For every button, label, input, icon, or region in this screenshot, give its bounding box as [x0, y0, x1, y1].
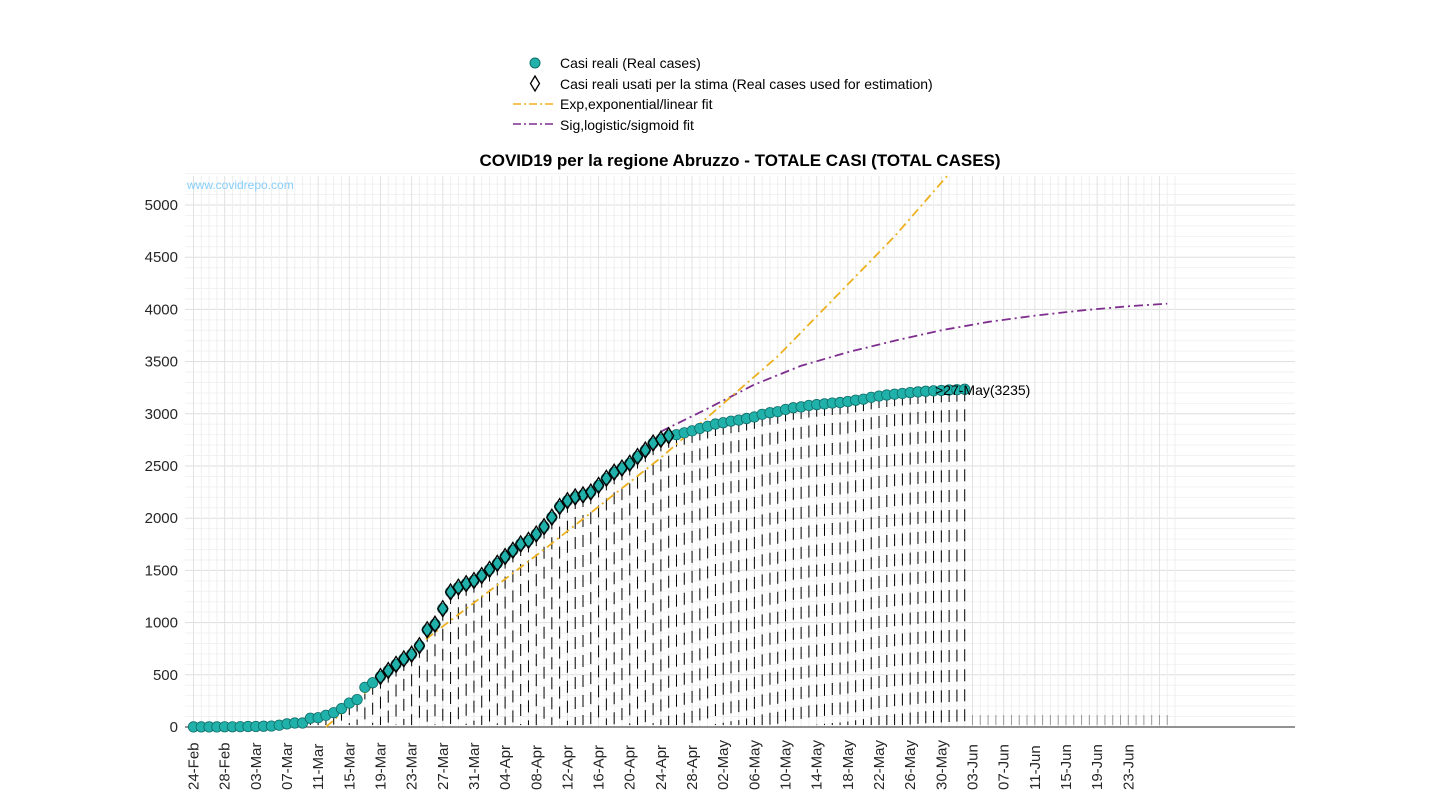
y-tick-label: 3500 [145, 354, 178, 371]
estimation-point [413, 636, 426, 656]
real-case-point [413, 640, 426, 652]
y-tick-label: 2000 [145, 510, 178, 527]
x-tick-label: 11-Mar [310, 744, 327, 790]
real-case-point [959, 383, 971, 395]
y-tick-label: 3000 [145, 406, 178, 423]
legend-diamond-marker [529, 74, 541, 93]
estimation-point [600, 469, 613, 488]
stem-layer [193, 389, 1168, 727]
estimation-point [429, 615, 441, 634]
sigmoid-fit-line [660, 302, 1168, 433]
x-tick-label: 24-Apr [653, 745, 670, 790]
x-tick-label: 28-Feb [217, 742, 234, 790]
estimation-point [437, 599, 449, 618]
x-tick-label: 31-Mar [466, 742, 483, 790]
x-tick-label: 14-May [809, 739, 826, 790]
estimation-point [444, 582, 457, 602]
x-tick-label: 19-Jun [1089, 744, 1106, 790]
x-tick-label: 07-Jun [996, 744, 1013, 790]
real-case-point [335, 703, 348, 715]
legend-item-real: Casi reali (Real cases) [529, 55, 701, 71]
legend-label-real: Casi reali (Real cases) [560, 55, 701, 71]
y-tick-label: 4500 [145, 249, 178, 266]
x-tick-label: 03-Jun [965, 744, 982, 790]
x-tick-label: 26-May [902, 739, 919, 790]
estimation-point [382, 661, 395, 680]
estimation-point [530, 524, 543, 544]
x-tick-label: 18-May [840, 739, 857, 790]
x-tick-label: 08-Apr [528, 745, 545, 790]
real-case-point [546, 511, 558, 523]
estimation-point [491, 554, 504, 573]
estimation-point [468, 571, 480, 590]
watermark: www.covidrepo.com [186, 178, 294, 192]
y-tick-label: 2500 [145, 458, 178, 475]
x-tick-label: 28-Apr [684, 745, 701, 790]
x-tick-label: 07-Mar [279, 742, 296, 790]
legend-item-exp-fit: Exp,exponential/linear fit [513, 96, 713, 112]
real-case-point [437, 603, 449, 615]
legend-item-estimation: Casi reali usati per la stima (Real case… [529, 74, 933, 93]
x-tick-label: 06-May [746, 739, 763, 790]
legend-item-sig-fit: Sig,logistic/sigmoid fit [513, 117, 694, 133]
estimation-point [592, 476, 605, 495]
x-tick-label: 12-Apr [559, 745, 576, 790]
label-layer: 0 500 1000 1500 2000 2500 3000 3500 4000 4500 5000… [145, 197, 1138, 790]
estimation-point [631, 447, 644, 466]
estimation-point [475, 566, 488, 585]
estimation-point [553, 497, 566, 516]
estimation-point [623, 454, 636, 473]
legend-circle-marker [529, 57, 541, 69]
x-tick-label: 03-Mar [248, 742, 265, 790]
estimation-point [483, 560, 496, 579]
y-tick-label: 1500 [145, 562, 178, 579]
x-tick-label: 04-Apr [497, 745, 514, 790]
y-tick-label: 1000 [145, 615, 178, 632]
last-value-annotation: >27-May(3235) [935, 382, 1030, 398]
x-tick-label: 15-Mar [341, 742, 358, 790]
estimation-point [639, 440, 652, 460]
estimation-point [507, 541, 519, 560]
x-tick-label: 19-Mar [372, 742, 389, 790]
real-case-point [367, 677, 379, 689]
x-tick-label: 16-Apr [591, 745, 608, 790]
estimation-point [390, 655, 402, 674]
estimation-point [662, 426, 675, 445]
x-tick-label: 15-Jun [1058, 744, 1075, 790]
x-tick-label: 02-May [715, 739, 732, 790]
y-tick-label: 0 [170, 719, 178, 736]
estimation-point [405, 645, 418, 664]
estimation-point [499, 547, 511, 566]
estimation-point [538, 517, 550, 536]
estimation-point [421, 620, 433, 640]
real-case-point [351, 693, 363, 706]
x-tick-label: 10-May [778, 739, 795, 790]
estimation-point [546, 508, 558, 527]
y-tick-label: 5000 [145, 197, 178, 214]
legend-label-exp: Exp,exponential/linear fit [560, 96, 713, 112]
x-tick-label: 20-Apr [622, 745, 639, 790]
x-tick-label: 27-Mar [435, 742, 452, 790]
estimation-point [585, 482, 597, 502]
real-case-point [538, 521, 550, 533]
x-tick-label: 22-May [871, 739, 888, 790]
y-tick-label: 4000 [145, 301, 178, 318]
estimation-point [522, 531, 535, 550]
x-tick-label: 23-Mar [404, 742, 421, 790]
x-tick-label: 23-Jun [1120, 744, 1137, 790]
legend-label-sig: Sig,logistic/sigmoid fit [560, 117, 694, 133]
y-tick-label: 500 [153, 667, 178, 684]
chart-title: COVID19 per la regione Abruzzo - TOTALE … [479, 151, 1000, 170]
x-tick-label: 24-Feb [186, 742, 203, 790]
point-layer [187, 383, 971, 733]
estimation-point [374, 667, 387, 686]
legend-label-estimation: Casi reali usati per la stima (Real case… [560, 76, 933, 92]
x-tick-label: 11-Jun [1027, 745, 1044, 790]
x-tick-label: 30-May [933, 739, 950, 790]
legend: Casi reali (Real cases) Casi reali usati… [513, 55, 933, 133]
